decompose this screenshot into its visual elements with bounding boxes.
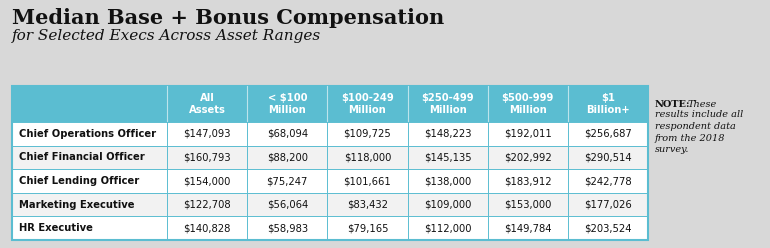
Bar: [12, 86, 648, 240]
Bar: [12, 169, 648, 193]
Text: $122,708: $122,708: [183, 200, 231, 210]
Text: $290,514: $290,514: [584, 153, 631, 162]
Text: $100-249
Million: $100-249 Million: [341, 93, 393, 115]
Text: $101,661: $101,661: [343, 176, 391, 186]
Text: $79,165: $79,165: [346, 223, 388, 233]
Text: $145,135: $145,135: [424, 153, 471, 162]
Text: $138,000: $138,000: [424, 176, 471, 186]
Text: $500-999
Million: $500-999 Million: [501, 93, 554, 115]
Text: $192,011: $192,011: [504, 129, 551, 139]
Text: $75,247: $75,247: [266, 176, 308, 186]
Text: $256,687: $256,687: [584, 129, 632, 139]
Text: $140,828: $140,828: [183, 223, 231, 233]
Text: < $100
Million: < $100 Million: [267, 93, 307, 115]
Text: $56,064: $56,064: [266, 200, 308, 210]
Text: Chief Lending Officer: Chief Lending Officer: [19, 176, 139, 186]
Bar: [12, 122, 648, 146]
Text: $1
Billion+: $1 Billion+: [586, 93, 630, 115]
Text: Chief Financial Officer: Chief Financial Officer: [19, 153, 145, 162]
Bar: [12, 193, 648, 217]
Text: Marketing Executive: Marketing Executive: [19, 200, 135, 210]
Text: $183,912: $183,912: [504, 176, 551, 186]
Text: $202,992: $202,992: [504, 153, 551, 162]
Bar: [12, 217, 648, 240]
Text: $88,200: $88,200: [266, 153, 308, 162]
Text: $58,983: $58,983: [266, 223, 308, 233]
Text: $109,000: $109,000: [424, 200, 471, 210]
Text: $149,784: $149,784: [504, 223, 551, 233]
Text: All
Assets: All Assets: [189, 93, 226, 115]
Bar: [12, 146, 648, 169]
Text: $148,223: $148,223: [424, 129, 471, 139]
Text: Chief Operations Officer: Chief Operations Officer: [19, 129, 156, 139]
Text: These: These: [688, 100, 717, 109]
Text: $83,432: $83,432: [347, 200, 388, 210]
Text: $68,094: $68,094: [266, 129, 308, 139]
Text: $177,026: $177,026: [584, 200, 632, 210]
Text: $250-499
Million: $250-499 Million: [421, 93, 474, 115]
Text: $154,000: $154,000: [183, 176, 231, 186]
Text: results include all
respondent data
from the 2018
survey.: results include all respondent data from…: [655, 110, 743, 155]
Text: $160,793: $160,793: [183, 153, 231, 162]
Text: $109,725: $109,725: [343, 129, 391, 139]
Text: $112,000: $112,000: [424, 223, 471, 233]
Text: $147,093: $147,093: [183, 129, 231, 139]
Text: $118,000: $118,000: [343, 153, 391, 162]
Text: Median Base + Bonus Compensation: Median Base + Bonus Compensation: [12, 8, 444, 28]
Text: for Selected Execs Across Asset Ranges: for Selected Execs Across Asset Ranges: [12, 29, 321, 43]
Bar: [12, 86, 648, 122]
Text: $153,000: $153,000: [504, 200, 551, 210]
Text: $242,778: $242,778: [584, 176, 631, 186]
Text: NOTE:: NOTE:: [655, 100, 691, 109]
Text: HR Executive: HR Executive: [19, 223, 93, 233]
Text: $203,524: $203,524: [584, 223, 631, 233]
